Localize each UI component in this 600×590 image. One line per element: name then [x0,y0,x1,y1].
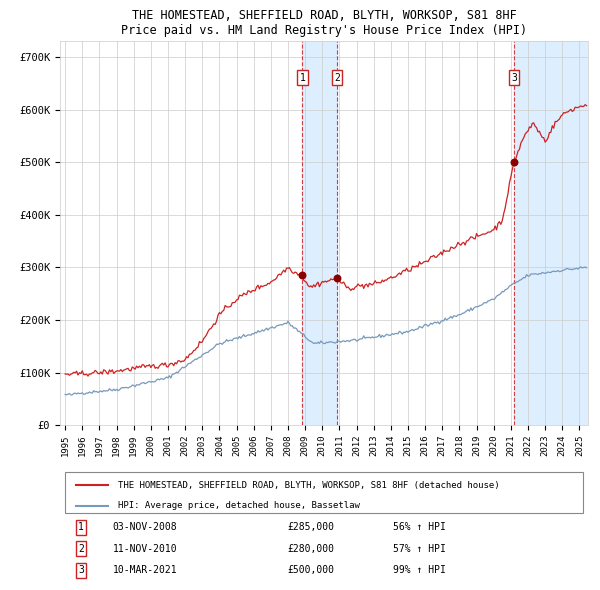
Text: 10-MAR-2021: 10-MAR-2021 [113,565,178,575]
Text: 3: 3 [511,73,517,83]
Text: 2: 2 [78,543,84,553]
Text: 1: 1 [78,522,84,532]
Text: 11-NOV-2010: 11-NOV-2010 [113,543,178,553]
Bar [302,41,337,425]
Text: 3: 3 [78,565,84,575]
Text: 2: 2 [334,73,340,83]
Text: 57% ↑ HPI: 57% ↑ HPI [392,543,446,553]
Text: 99% ↑ HPI: 99% ↑ HPI [392,565,446,575]
Point [332,273,342,283]
Text: THE HOMESTEAD, SHEFFIELD ROAD, BLYTH, WORKSOP, S81 8HF (detached house): THE HOMESTEAD, SHEFFIELD ROAD, BLYTH, WO… [118,481,500,490]
FancyBboxPatch shape [65,472,583,513]
Text: 03-NOV-2008: 03-NOV-2008 [113,522,178,532]
Bar [514,41,588,425]
Text: HPI: Average price, detached house, Bassetlaw: HPI: Average price, detached house, Bass… [118,502,360,510]
Text: £285,000: £285,000 [287,522,334,532]
Title: THE HOMESTEAD, SHEFFIELD ROAD, BLYTH, WORKSOP, S81 8HF
Price paid vs. HM Land Re: THE HOMESTEAD, SHEFFIELD ROAD, BLYTH, WO… [121,9,527,37]
Point [509,158,519,167]
Text: 56% ↑ HPI: 56% ↑ HPI [392,522,446,532]
Text: 1: 1 [299,73,305,83]
Text: £500,000: £500,000 [287,565,334,575]
Point [298,271,307,280]
Text: £280,000: £280,000 [287,543,334,553]
